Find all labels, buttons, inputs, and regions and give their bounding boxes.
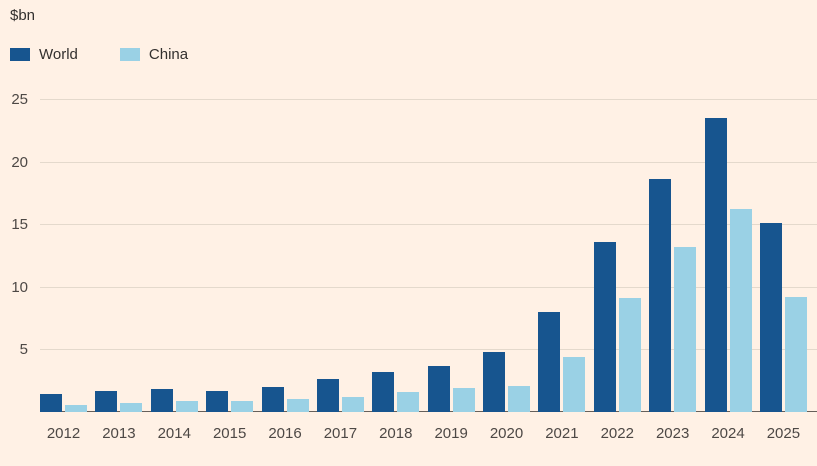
- bar-china-2016: [286, 399, 309, 412]
- gridline-25: [40, 99, 817, 100]
- bar-china-2012: [65, 404, 87, 412]
- x-tick-label-2018: 2018: [379, 425, 413, 442]
- bar-group-2019: 2019: [427, 99, 475, 442]
- legend-item-world: World: [10, 46, 78, 63]
- bars-container: 2012 2013 2014 2015 2016 2017 2018 2019 2020 2021…: [40, 99, 807, 442]
- bar-group-2017: 2017: [316, 99, 364, 442]
- bar-china-2022: [618, 298, 641, 412]
- bar-world-2017: [316, 379, 339, 412]
- bar-world-2021: [538, 311, 561, 412]
- x-tick-label-2023: 2023: [655, 425, 690, 442]
- y-tick-label-5: 5: [19, 341, 28, 359]
- bar-china-2015: [231, 400, 254, 412]
- x-tick-label-2019: 2019: [434, 425, 468, 442]
- bar-group-2014: 2014: [150, 99, 198, 442]
- bar-group-2012: 2012: [40, 99, 87, 442]
- gridline-10: [40, 286, 817, 288]
- bar-group-2013: 2013: [95, 99, 143, 442]
- china-color-swatch: [119, 48, 140, 61]
- y-tick-label-25: 25: [11, 91, 28, 108]
- bar-world-2024: [704, 117, 727, 412]
- x-tick-label-2016: 2016: [268, 425, 302, 442]
- legend: World China: [10, 46, 188, 63]
- bar-china-2013: [120, 403, 143, 412]
- x-tick-label-2025: 2025: [766, 425, 801, 442]
- x-tick-label-2021: 2021: [545, 425, 579, 442]
- bar-world-2015: [206, 390, 229, 412]
- legend-label-china: China: [148, 46, 189, 63]
- bar-world-2025: [759, 222, 782, 412]
- bar-world-2014: [150, 389, 173, 412]
- bar-world-2020: [483, 351, 505, 412]
- bar-china-2017: [341, 396, 364, 412]
- x-tick-label-2017: 2017: [323, 425, 358, 442]
- bar-group-2015: 2015: [206, 99, 254, 442]
- x-tick-label-2020: 2020: [489, 425, 524, 442]
- bar-world-2022: [593, 241, 616, 412]
- x-tick-label-2022: 2022: [600, 425, 634, 442]
- x-tick-label-2024: 2024: [711, 425, 745, 442]
- bar-china-2023: [674, 246, 697, 412]
- legend-label-world: World: [39, 46, 78, 63]
- bar-world-2013: [95, 390, 118, 412]
- y-tick-label-15: 15: [11, 216, 28, 234]
- bar-group-2020: 2020: [483, 99, 530, 442]
- bar-china-2019: [452, 388, 475, 412]
- bar-group-2023: 2023: [649, 99, 697, 442]
- bar-world-2012: [40, 394, 62, 412]
- bar-world-2016: [261, 386, 284, 412]
- bar-group-2024: 2024: [704, 99, 752, 442]
- bar-world-2023: [649, 179, 672, 412]
- bar-world-2018: [372, 371, 395, 412]
- gridline-20: [40, 161, 817, 163]
- plot-area: 5 10 15 20 25 2012 2013 2014 2015 2016 2017 2018 201…: [0, 91, 817, 442]
- legend-item-china: China: [119, 46, 189, 63]
- bar-china-2018: [397, 391, 420, 412]
- y-tick-label-10: 10: [11, 278, 28, 296]
- y-axis-unit-label: $bn: [10, 7, 36, 24]
- bar-china-2025: [784, 296, 807, 412]
- x-tick-label-2012: 2012: [46, 425, 81, 442]
- bar-china-2024: [729, 209, 752, 412]
- x-tick-label-2015: 2015: [212, 425, 247, 442]
- bar-group-2022: 2022: [593, 99, 641, 442]
- bar-world-2019: [427, 365, 450, 412]
- bar-group-2021: 2021: [538, 99, 586, 442]
- x-tick-label-2014: 2014: [157, 425, 191, 442]
- bar-china-2020: [508, 385, 530, 412]
- gridline-5: [40, 349, 817, 351]
- bar-group-2016: 2016: [261, 99, 309, 442]
- bar-china-2021: [563, 356, 586, 412]
- gridline-15: [40, 224, 817, 226]
- world-color-swatch: [10, 48, 30, 61]
- bar-china-2014: [175, 401, 198, 412]
- y-tick-label-20: 20: [11, 153, 28, 171]
- bar-group-2025: 2025: [759, 99, 807, 442]
- bar-group-2018: 2018: [372, 99, 420, 442]
- x-tick-label-2013: 2013: [102, 425, 136, 442]
